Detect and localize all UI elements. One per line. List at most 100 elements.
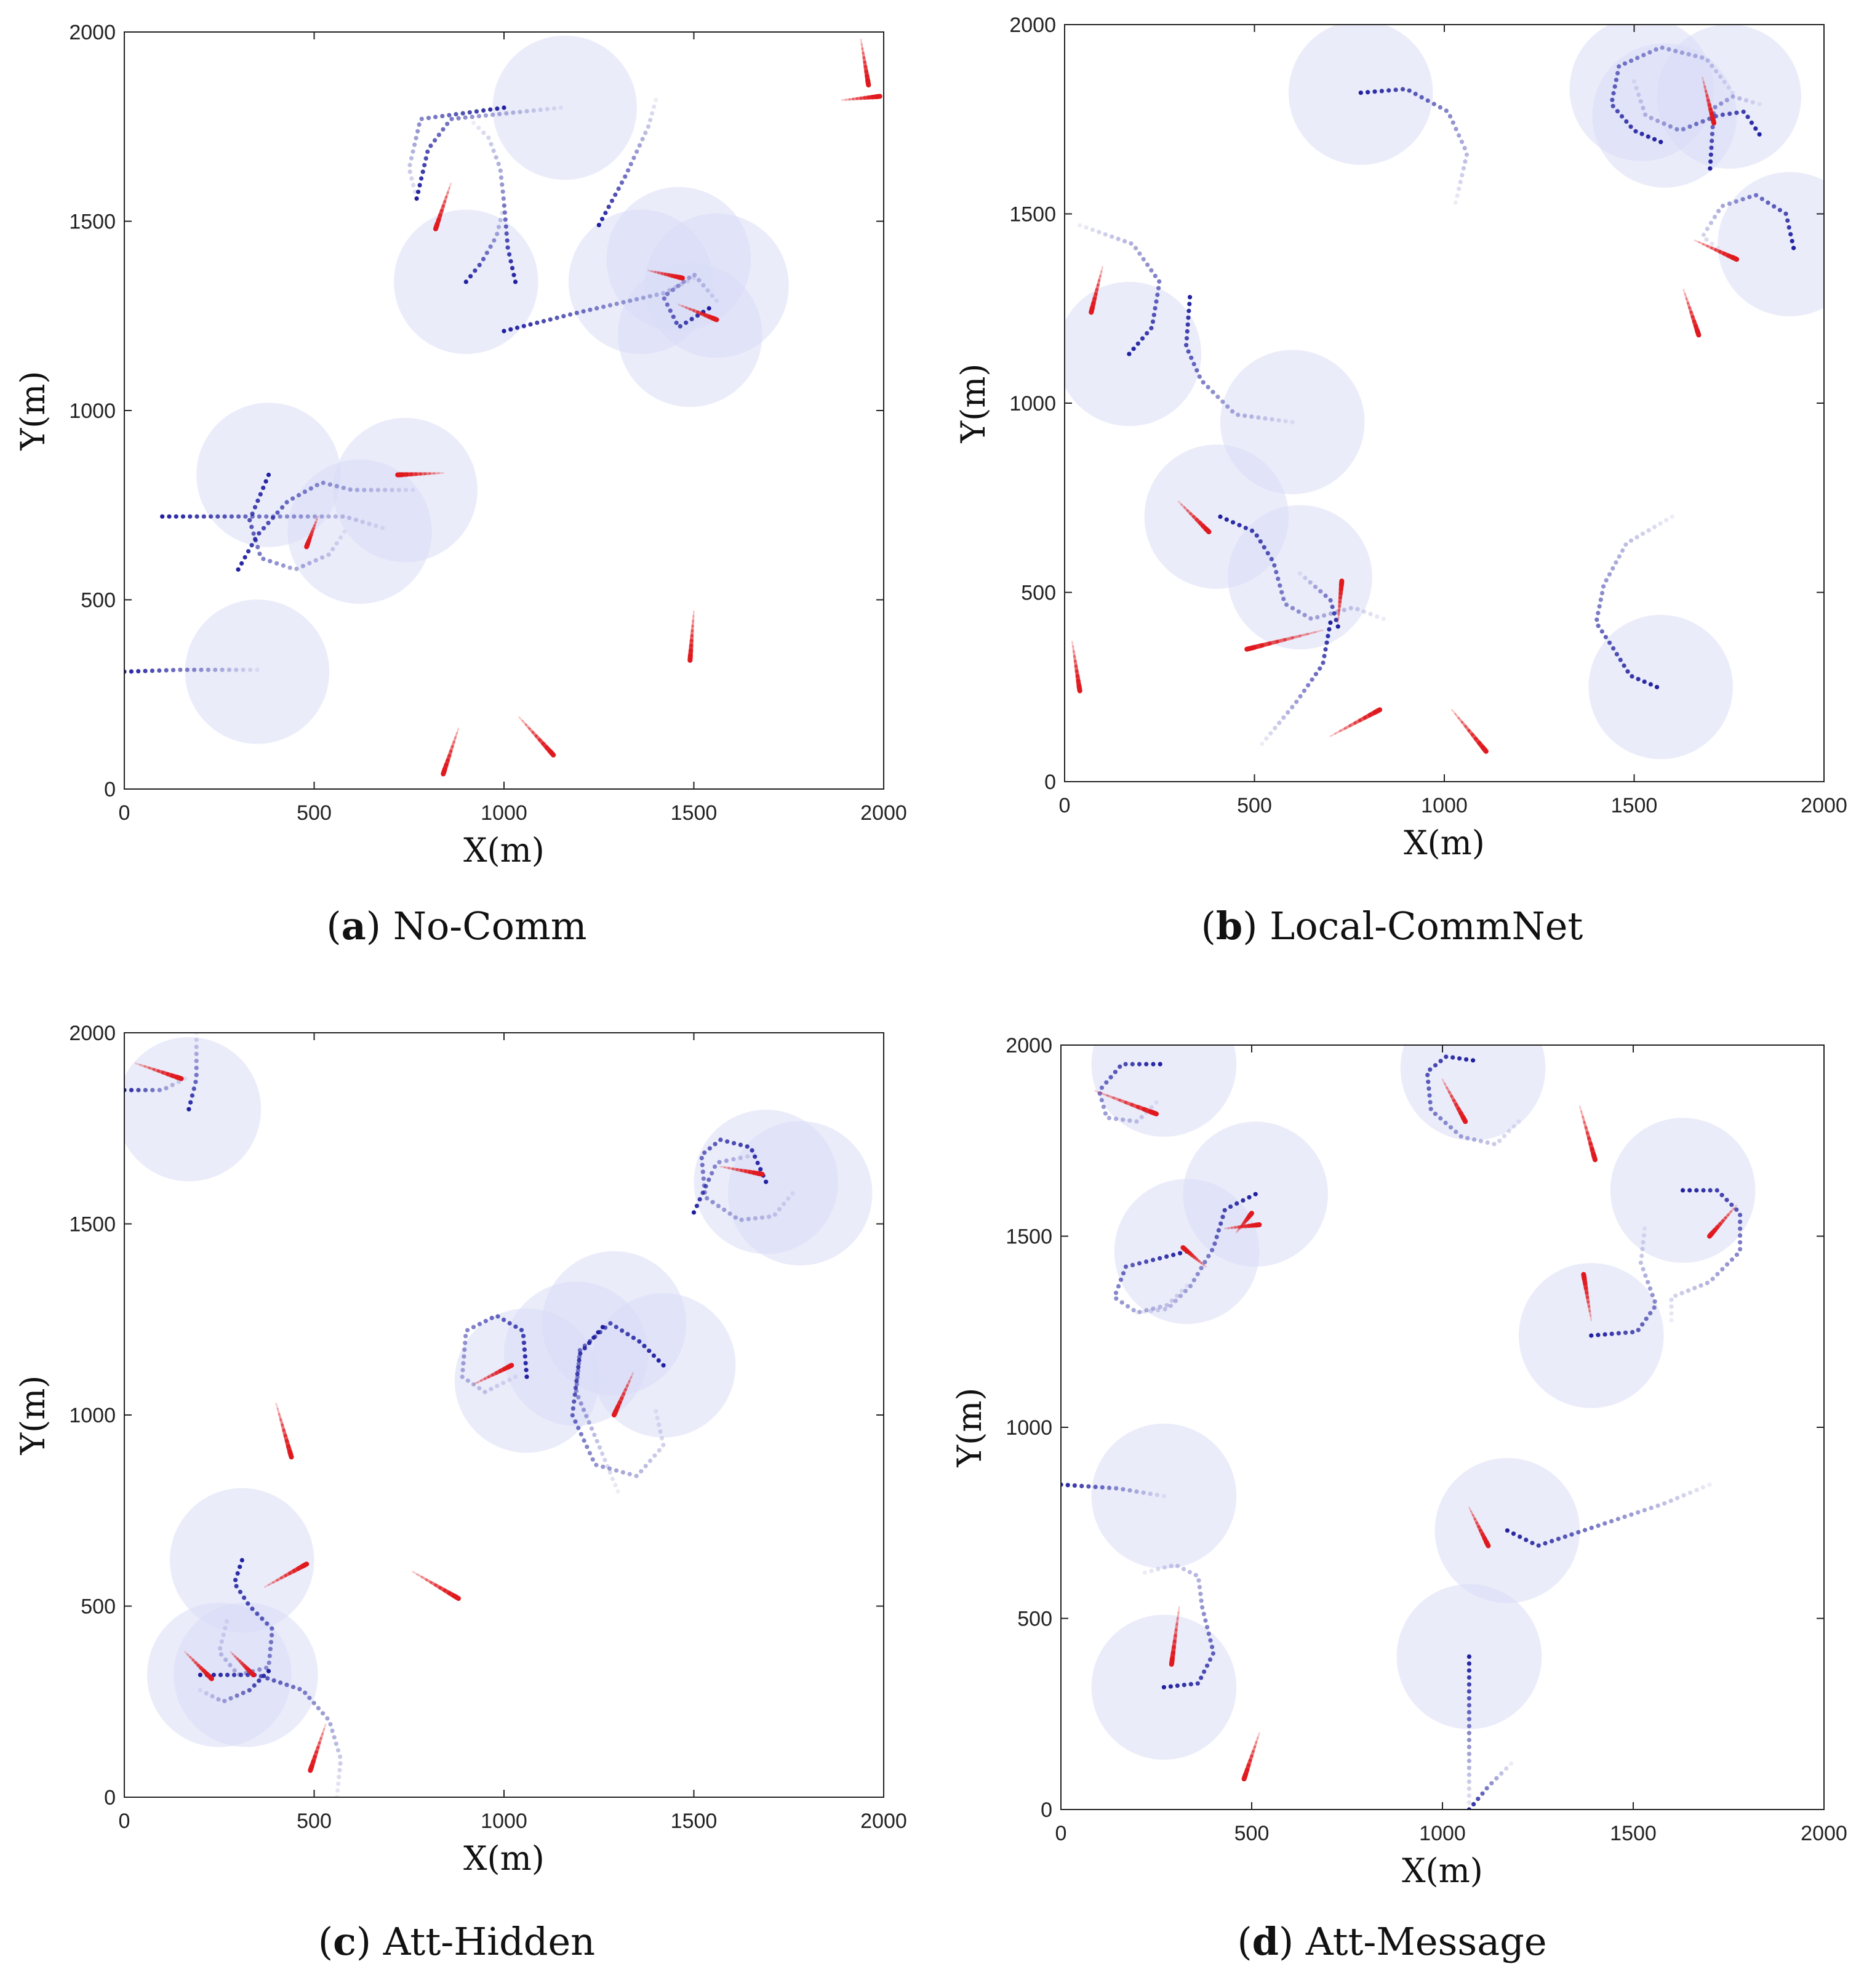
target-track-segment — [611, 1408, 618, 1417]
target-track — [1707, 1204, 1737, 1239]
uav-trail-dot — [631, 155, 636, 161]
uav-trail-dot — [1278, 583, 1282, 588]
uav-trail-dot — [1101, 1104, 1106, 1109]
uav-trail-dot — [239, 561, 244, 566]
uav-trail-dot — [615, 1489, 620, 1494]
target-track-segment — [1337, 609, 1341, 616]
uav-trail-dot — [1628, 538, 1634, 543]
uav-trail-dot — [417, 183, 422, 188]
coverage-circle — [728, 1121, 873, 1266]
target-track-segment — [275, 1403, 279, 1410]
uav-trail-dot — [1669, 1304, 1674, 1309]
uav-trail-dot — [445, 121, 450, 126]
uav-trail-dot — [1154, 299, 1159, 304]
uav-trail-dot — [1599, 591, 1605, 596]
uav-trail-dot — [1466, 1758, 1471, 1763]
uav-trail-dot — [521, 324, 526, 329]
uav-trail-dot — [1747, 194, 1752, 199]
uav-trail-dot — [335, 1788, 340, 1793]
uav-trail-dot — [238, 1565, 242, 1569]
uav-trail-dot — [1322, 654, 1327, 659]
uav-trail-dot — [321, 480, 326, 486]
uav-trail-dot — [1318, 589, 1323, 594]
target-track — [1337, 579, 1345, 624]
uav-trail-dot — [1722, 79, 1727, 84]
uav-trail-dot — [266, 472, 271, 478]
uav-trail-dot — [1740, 197, 1745, 202]
uav-trail-dot — [1596, 1333, 1601, 1337]
uav-trail-dot — [608, 1321, 613, 1326]
uav-trail-dot — [1169, 1563, 1174, 1568]
uav-trail-dot — [1623, 542, 1628, 547]
target-track-segment — [189, 1656, 194, 1662]
target-track-segment — [308, 1763, 314, 1773]
caption-c: (c) Att-Hidden — [318, 1919, 596, 1964]
uav-trail-dot — [1234, 1201, 1239, 1206]
uav-trail-dot — [1433, 1112, 1438, 1116]
uav-trail-dot — [1131, 1308, 1136, 1313]
uav-trail-dot — [1710, 1277, 1715, 1281]
uav-trail-dot — [647, 294, 652, 299]
uav-trail-dot — [238, 1672, 244, 1677]
uav-trail-dot — [433, 138, 438, 143]
uav-trail-dot — [404, 487, 409, 492]
uav-trail-dot — [1247, 1195, 1252, 1200]
uav-trail-dot — [1210, 390, 1215, 395]
uav-trail-dot — [242, 1595, 247, 1600]
uav-trail-dot — [1151, 1062, 1156, 1067]
target-track-segment — [1257, 1732, 1260, 1739]
uav-trail-dot — [1106, 1115, 1111, 1121]
uav-trail-dot — [1601, 584, 1606, 589]
uav-trail-dot — [255, 499, 260, 503]
uav-trail-dot — [1660, 45, 1665, 50]
uav-trail-dot — [574, 1379, 579, 1384]
target-track-segment — [1106, 1094, 1115, 1099]
uav-trail-dot — [1428, 1107, 1433, 1112]
uav-trail-dot — [215, 514, 220, 519]
uav-trail-dot — [1175, 1293, 1180, 1298]
uav-trail-dot — [1302, 688, 1306, 693]
uav-trail-dot — [1652, 137, 1657, 142]
uav-trail-dot — [1086, 1484, 1091, 1489]
uav-trail-dot — [609, 198, 615, 203]
uav-trail-dot — [423, 156, 428, 161]
target-track-segment — [1175, 1617, 1179, 1625]
uav-trail-dot — [573, 1419, 578, 1424]
y-tick-label: 1000 — [69, 399, 116, 423]
uav-trail-dot — [1615, 1517, 1620, 1521]
uav-trail-dot — [250, 511, 255, 516]
uav-trail-dot — [1743, 98, 1749, 103]
uav-trail-dot — [713, 1142, 718, 1147]
uav-trail-dot — [1145, 262, 1150, 267]
uav-trajectory — [1184, 295, 1295, 425]
uav-trail-dot — [143, 668, 148, 673]
uav-trail-dot — [643, 130, 648, 135]
target-track-segment — [1254, 1741, 1258, 1749]
uav-trail-dot — [489, 142, 494, 146]
target-track-segment — [1100, 1092, 1109, 1097]
uav-trail-dot — [1368, 612, 1373, 617]
uav-trail-dot — [1480, 1791, 1485, 1796]
uav-trail-dot — [650, 111, 655, 116]
uav-trail-dot — [409, 156, 414, 161]
uav-trail-dot — [1658, 140, 1663, 145]
uav-trail-dot — [348, 487, 353, 492]
uav-trail-dot — [1428, 1067, 1433, 1072]
uav-trail-dot — [1466, 1682, 1471, 1687]
uav-trail-dot — [1686, 1288, 1690, 1293]
target-track — [230, 1651, 256, 1678]
uav-trail-dot — [1169, 1298, 1175, 1303]
target-track — [1177, 500, 1212, 535]
target-track-segment — [1089, 305, 1095, 315]
uav-trail-dot — [426, 116, 431, 121]
uav-trajectory — [570, 1325, 666, 1478]
uav-trail-dot — [1127, 351, 1132, 356]
uav-trail-dot — [465, 1328, 470, 1333]
uav-trail-dot — [1130, 1062, 1135, 1067]
uav-trajectory — [1505, 1482, 1712, 1548]
uav-trail-dot — [1438, 1116, 1443, 1121]
uav-trail-dot — [1148, 1491, 1153, 1496]
target-track-segment — [518, 716, 524, 722]
uav-trail-dot — [739, 1217, 744, 1222]
uav-trail-dot — [1158, 1304, 1162, 1309]
